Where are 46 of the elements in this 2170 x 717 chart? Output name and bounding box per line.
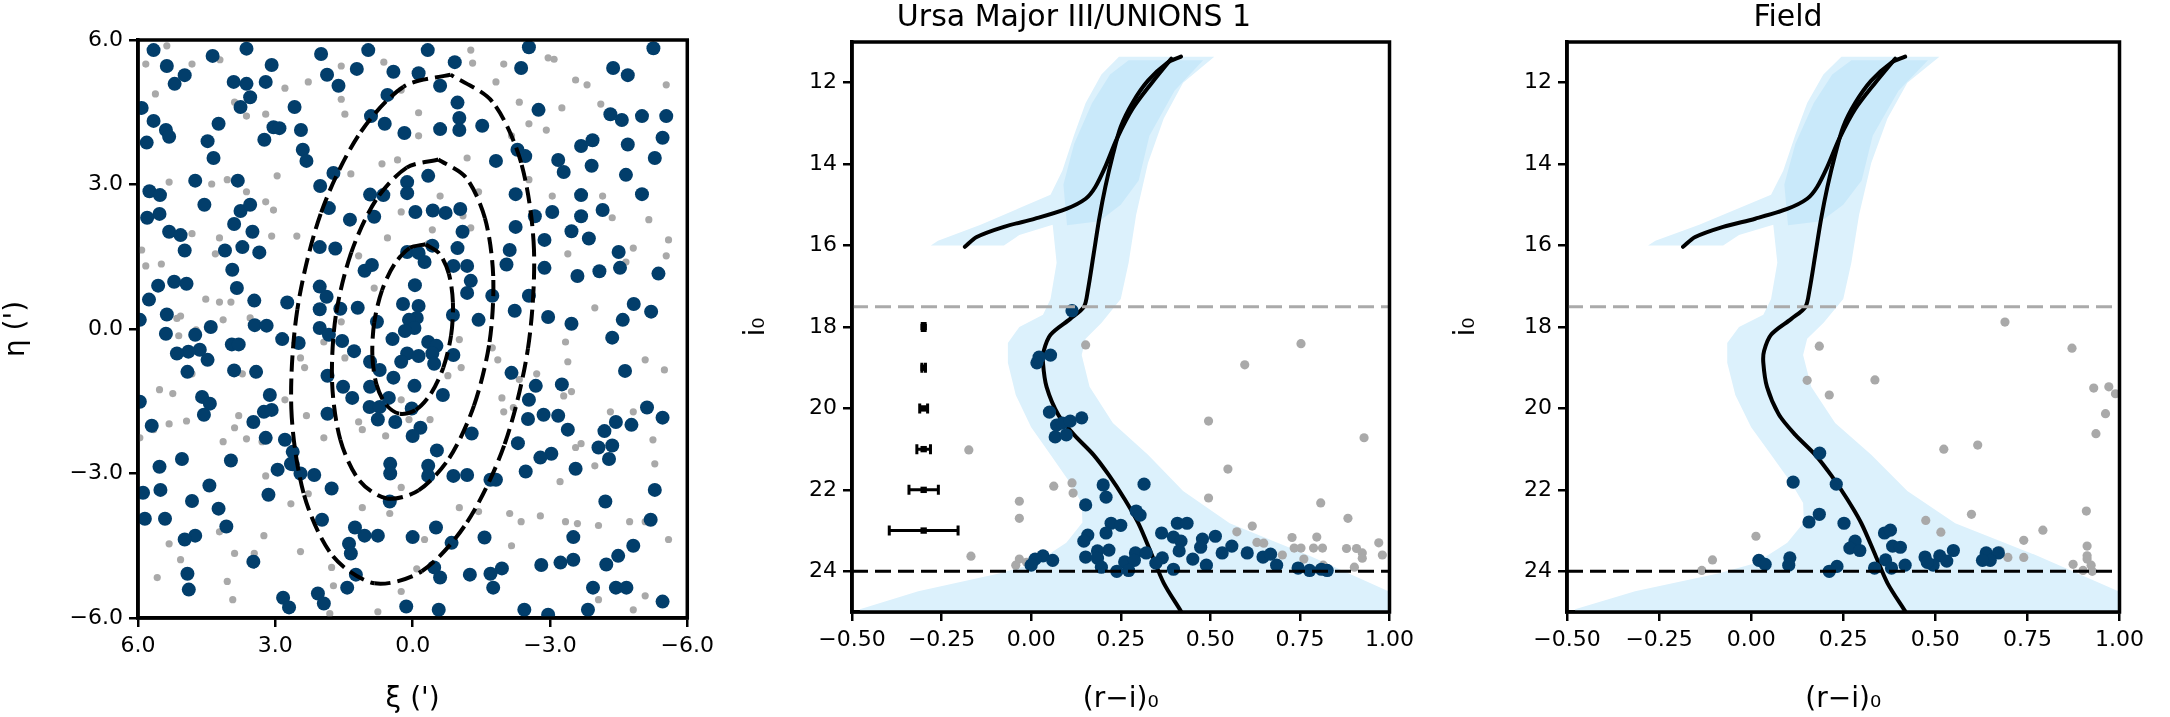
y-tick-label: 6.0 xyxy=(88,25,123,51)
x-tick-label: 0.75 xyxy=(2002,625,2052,651)
chart-title: Field xyxy=(1753,0,1823,33)
y-axis-title: η (') xyxy=(0,300,32,358)
y-tick-label: 20 xyxy=(1524,394,1552,420)
y-tick-label: 16 xyxy=(1524,231,1552,257)
y-tick-label: 14 xyxy=(1524,149,1552,175)
x-tick-label: 1.00 xyxy=(2095,625,2144,651)
y-tick-label: 3.0 xyxy=(88,170,123,196)
y-axis-title: i₀ xyxy=(1448,317,1482,337)
x-tick-label: −0.50 xyxy=(1533,625,1601,651)
y-tick-label: 12 xyxy=(1524,68,1552,94)
y-tick-label: 22 xyxy=(809,475,837,501)
y-tick-label: 14 xyxy=(809,149,837,175)
x-tick-label: −0.50 xyxy=(818,625,886,651)
y-tick-label: 18 xyxy=(1524,312,1552,338)
x-axis-title: (r−i)₀ xyxy=(1082,681,1159,715)
x-tick-label: −6.0 xyxy=(660,631,714,657)
x-tick-label: 0.50 xyxy=(1185,625,1235,651)
x-tick-label: 0.00 xyxy=(1726,625,1776,651)
x-tick-label: 1.00 xyxy=(1365,625,1414,651)
chart-title: Ursa Major III/UNIONS 1 xyxy=(896,0,1252,33)
x-tick-label: −0.25 xyxy=(1625,625,1693,651)
y-tick-label: 22 xyxy=(1524,475,1552,501)
x-tick-label: 6.0 xyxy=(120,631,156,657)
y-tick-label: 24 xyxy=(809,557,837,582)
x-tick-label: 0.25 xyxy=(1096,625,1146,651)
y-tick-label: 0.0 xyxy=(88,314,123,340)
x-tick-label: 0.0 xyxy=(395,631,431,657)
y-tick-label: −6.0 xyxy=(69,603,123,629)
x-tick-label: 0.75 xyxy=(1275,625,1325,651)
x-tick-label: −3.0 xyxy=(523,631,577,657)
y-tick-label: 18 xyxy=(809,312,837,338)
y-tick-label: −3.0 xyxy=(69,459,123,485)
x-axis-title: (r−i)₀ xyxy=(1805,681,1882,715)
x-tick-label: 0.00 xyxy=(1006,625,1056,651)
y-tick-label: 24 xyxy=(1524,557,1552,582)
x-axis-title: ξ (') xyxy=(385,681,440,715)
y-tick-label: 16 xyxy=(809,231,837,257)
y-axis-title: i₀ xyxy=(738,317,772,337)
x-tick-label: 0.25 xyxy=(1818,625,1868,651)
y-tick-label: 20 xyxy=(809,394,837,420)
y-tick-label: 12 xyxy=(809,68,837,94)
x-tick-label: −0.25 xyxy=(907,625,976,651)
x-tick-label: 0.50 xyxy=(1910,625,1960,651)
x-tick-label: 3.0 xyxy=(257,631,293,657)
